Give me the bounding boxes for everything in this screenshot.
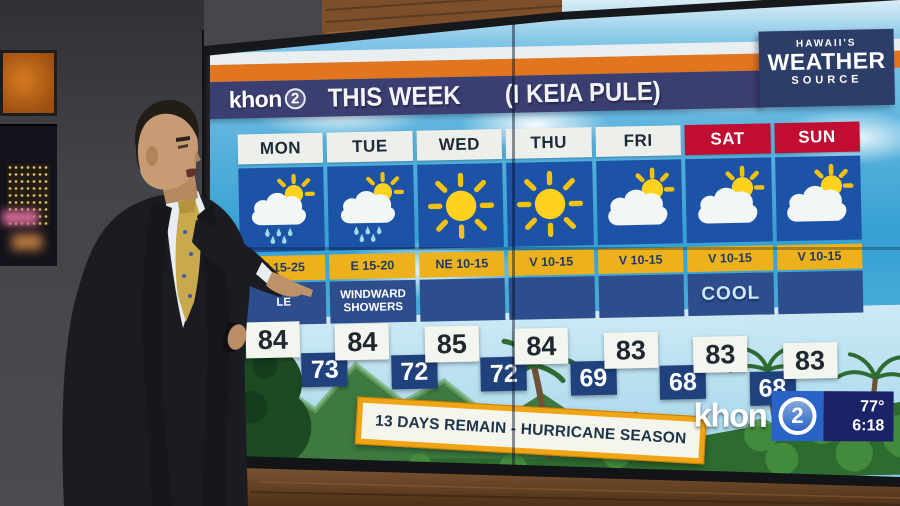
high-temp: 83 bbox=[603, 331, 659, 369]
wind-forecast: V 10-15 bbox=[508, 249, 595, 276]
high-temp: 84 bbox=[245, 321, 301, 359]
forecast-note: COOL bbox=[687, 272, 774, 317]
videowall-seam-vertical bbox=[512, 0, 515, 474]
forecast-note bbox=[598, 274, 685, 318]
forecast-note: LE bbox=[240, 281, 327, 326]
khon-logo-2-circle: 2 bbox=[778, 396, 817, 436]
day-label: TUE bbox=[326, 130, 413, 163]
city-pink-light bbox=[2, 210, 38, 225]
day-label: MON bbox=[237, 132, 324, 165]
day-label: FRI bbox=[595, 125, 682, 158]
day-label: SUN bbox=[773, 121, 860, 154]
khon-logo-text: khon bbox=[228, 85, 282, 113]
wind-forecast: E 15-25 bbox=[240, 254, 326, 282]
forecast-column-fri: FRI V 10-15 83 68 bbox=[595, 125, 707, 400]
partly-cloudy-icon bbox=[595, 159, 683, 246]
forecast-column-tue: TUE E 15-20 WINDWARD SHOWERS 84 72 bbox=[326, 130, 438, 390]
current-time: 6:18 bbox=[852, 417, 885, 435]
forecast-note: WINDWARD SHOWERS bbox=[330, 279, 417, 324]
sunny-icon bbox=[506, 161, 594, 247]
khon-logo-2-box: 2 bbox=[771, 390, 824, 442]
high-temp: 84 bbox=[334, 323, 390, 361]
videowall: khon 2 THIS WEEK (I KEIA PULE) HAWAII'S … bbox=[210, 0, 900, 492]
temp-time-box: 77° 6:18 bbox=[823, 391, 894, 442]
khon2-logo-header: khon 2 bbox=[229, 85, 307, 114]
forecast-note bbox=[508, 276, 596, 320]
videowall-seam-horizontal bbox=[210, 247, 900, 250]
source-line3: SOURCE bbox=[791, 73, 863, 88]
title-hawaiian: (I KEIA PULE) bbox=[504, 75, 661, 109]
wind-forecast: E 15-20 bbox=[329, 252, 416, 280]
day-label: SAT bbox=[684, 123, 771, 156]
forecast-note bbox=[419, 277, 506, 322]
khon-logo-2-circle: 2 bbox=[284, 88, 306, 110]
partly-cloudy-showers-icon bbox=[327, 164, 415, 251]
partly-cloudy-icon bbox=[685, 157, 773, 244]
studio-monitor-orange bbox=[0, 50, 57, 116]
forecast-column-wed: WED NE 10-15 85 72 bbox=[416, 128, 528, 392]
wind-forecast: V 10-15 bbox=[597, 247, 684, 274]
day-label: THU bbox=[505, 127, 592, 159]
khon2-bug: khon 2 77° 6:18 bbox=[693, 390, 894, 442]
sunny-icon bbox=[417, 162, 505, 249]
source-line2: WEATHER bbox=[767, 46, 886, 76]
forecast-note bbox=[777, 270, 864, 315]
forecast-column-sat: SAT V 10-15 COOL 83 68 bbox=[684, 123, 796, 406]
khon-logo-text: khon bbox=[693, 396, 767, 434]
forecast-table: MON E 15-25 LE 84 73 TUE E 15-20 WINDWAR… bbox=[237, 121, 864, 406]
forecast-column-thu: THU V 10-15 84 69 bbox=[505, 127, 617, 396]
day-label: WED bbox=[416, 128, 503, 161]
title-main: THIS WEEK bbox=[327, 79, 461, 113]
wind-forecast: NE 10-15 bbox=[418, 250, 505, 278]
high-temp: 85 bbox=[424, 325, 480, 363]
forecast-column-sun: SUN V 10-15 83 bbox=[773, 121, 864, 380]
forecast-column-mon: MON E 15-25 LE 84 73 bbox=[237, 132, 349, 388]
studio-monitor-city-night bbox=[0, 124, 57, 266]
high-temp: 83 bbox=[692, 335, 748, 374]
high-temp: 84 bbox=[513, 327, 569, 365]
current-temp: 77° bbox=[860, 398, 885, 416]
page-title: THIS WEEK (I KEIA PULE) bbox=[327, 76, 661, 114]
city-orange-light bbox=[12, 234, 42, 250]
partly-cloudy-icon bbox=[774, 155, 862, 242]
high-temp: 83 bbox=[782, 342, 838, 380]
weather-source-badge: HAWAII'S WEATHER SOURCE bbox=[758, 28, 896, 108]
partly-cloudy-showers-icon bbox=[238, 166, 326, 253]
